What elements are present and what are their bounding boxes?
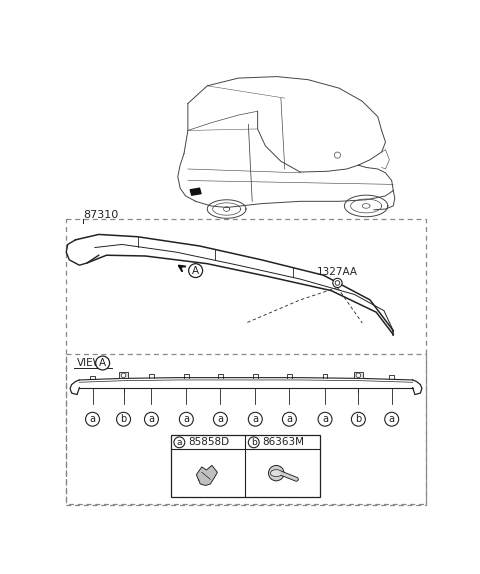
Text: a: a [322,414,328,424]
Polygon shape [190,188,201,195]
Circle shape [333,278,342,288]
Text: 87310: 87310 [83,210,119,220]
Bar [66,354,426,505]
Circle shape [248,437,259,448]
Text: a: a [177,438,182,447]
Circle shape [117,412,131,426]
Circle shape [214,412,228,426]
Bar [119,372,128,378]
Bar [171,436,320,497]
Circle shape [85,412,99,426]
Circle shape [318,412,332,426]
Text: b: b [355,414,361,424]
Text: A: A [192,266,199,276]
Circle shape [180,412,193,426]
Bar [66,219,426,504]
Text: a: a [217,414,223,424]
Text: a: a [183,414,189,424]
Text: a: a [90,414,96,424]
Text: b: b [251,438,257,447]
Text: b: b [120,414,127,424]
Circle shape [248,412,262,426]
Circle shape [351,412,365,426]
Text: 1327AA: 1327AA [317,267,358,277]
Circle shape [335,152,340,158]
Text: A: A [99,358,106,368]
Text: a: a [389,414,395,424]
Circle shape [121,373,126,378]
Bar [354,372,363,378]
Text: a: a [252,414,258,424]
Circle shape [189,263,203,278]
Circle shape [174,437,185,448]
Ellipse shape [270,470,282,476]
Text: VIEW: VIEW [77,358,104,368]
Circle shape [282,412,296,426]
Circle shape [96,356,109,370]
Text: a: a [287,414,292,424]
Circle shape [144,412,158,426]
Circle shape [385,412,399,426]
Circle shape [335,281,340,285]
Text: 85858D: 85858D [188,437,229,447]
Text: 86363M: 86363M [262,437,304,447]
Circle shape [356,373,360,378]
Polygon shape [196,466,217,486]
Circle shape [268,466,284,481]
Text: a: a [148,414,155,424]
